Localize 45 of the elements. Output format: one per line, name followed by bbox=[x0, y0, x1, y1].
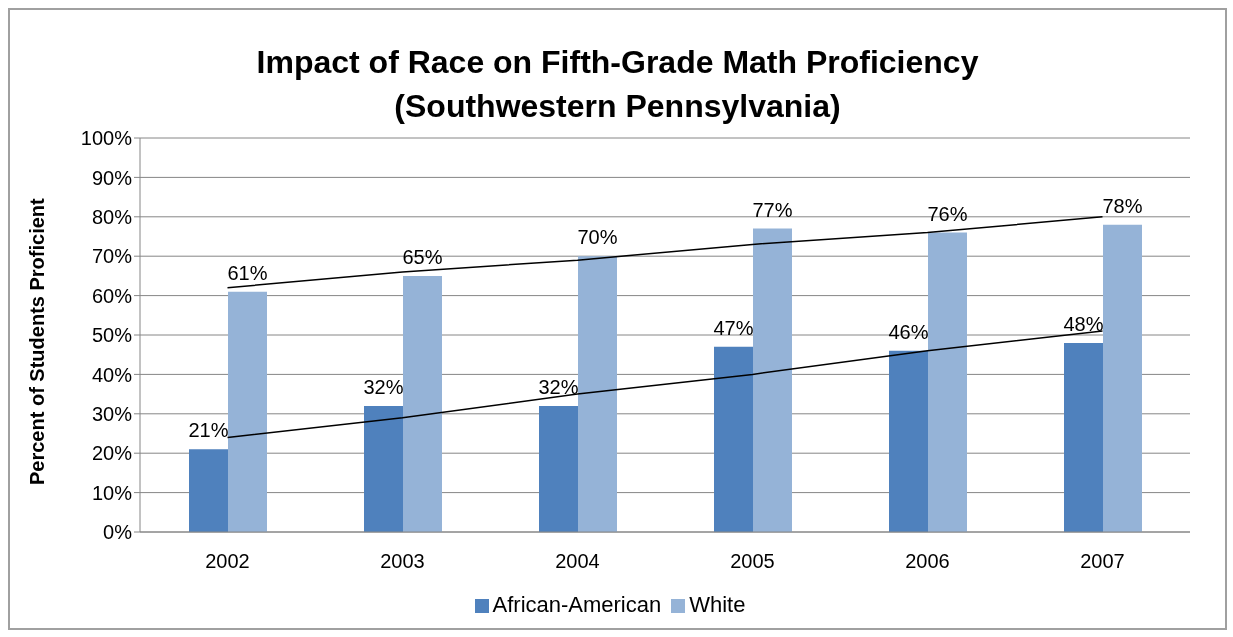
data-label: 65% bbox=[402, 245, 443, 268]
y-tick-label: 80% bbox=[91, 205, 133, 228]
bar bbox=[753, 228, 792, 532]
y-tick-label: 70% bbox=[91, 245, 133, 268]
legend-label: African-American bbox=[492, 592, 662, 617]
x-tick-label: 2007 bbox=[1080, 550, 1125, 573]
y-tick-label: 40% bbox=[91, 363, 133, 386]
bar bbox=[928, 232, 967, 532]
data-label: 78% bbox=[1102, 194, 1143, 217]
y-tick-label: 50% bbox=[91, 324, 133, 347]
data-label: 21% bbox=[188, 419, 229, 442]
bar bbox=[578, 256, 617, 532]
data-label: 32% bbox=[538, 375, 579, 398]
bar bbox=[228, 291, 267, 532]
x-tick-label: 2004 bbox=[555, 550, 600, 573]
y-tick-label: 100% bbox=[80, 127, 133, 150]
data-label: 77% bbox=[752, 198, 793, 221]
y-tick-label: 0% bbox=[103, 521, 133, 544]
bar bbox=[714, 346, 753, 532]
y-tick-label: 20% bbox=[91, 442, 133, 465]
bar bbox=[1103, 224, 1142, 532]
chart-title: Impact of Race on Fifth-Grade Math Proficiency (Southwestern Pennsylvania) bbox=[255, 43, 980, 126]
bar bbox=[403, 275, 442, 532]
x-tick-label: 2002 bbox=[205, 550, 250, 573]
data-label: 48% bbox=[1063, 312, 1104, 335]
y-tick-label: 90% bbox=[91, 166, 133, 189]
bar bbox=[364, 405, 403, 532]
y-tick-label: 10% bbox=[91, 481, 133, 504]
bar bbox=[539, 405, 578, 532]
data-label: 76% bbox=[927, 202, 968, 225]
bar bbox=[1064, 342, 1103, 532]
data-label: 46% bbox=[888, 320, 929, 343]
x-tick-label: 2006 bbox=[905, 550, 950, 573]
data-label: 47% bbox=[713, 316, 754, 339]
y-tick-label: 30% bbox=[91, 402, 133, 425]
x-tick-label: 2003 bbox=[380, 550, 425, 573]
data-label: 61% bbox=[227, 261, 268, 284]
bar bbox=[889, 350, 928, 532]
data-label: 32% bbox=[363, 375, 404, 398]
data-label: 70% bbox=[577, 226, 618, 249]
legend-label: White bbox=[689, 592, 746, 617]
y-axis-title: Percent of Students Proficient bbox=[26, 197, 49, 485]
y-tick-label: 60% bbox=[91, 284, 133, 307]
bar bbox=[189, 449, 228, 532]
x-tick-label: 2005 bbox=[730, 550, 775, 573]
